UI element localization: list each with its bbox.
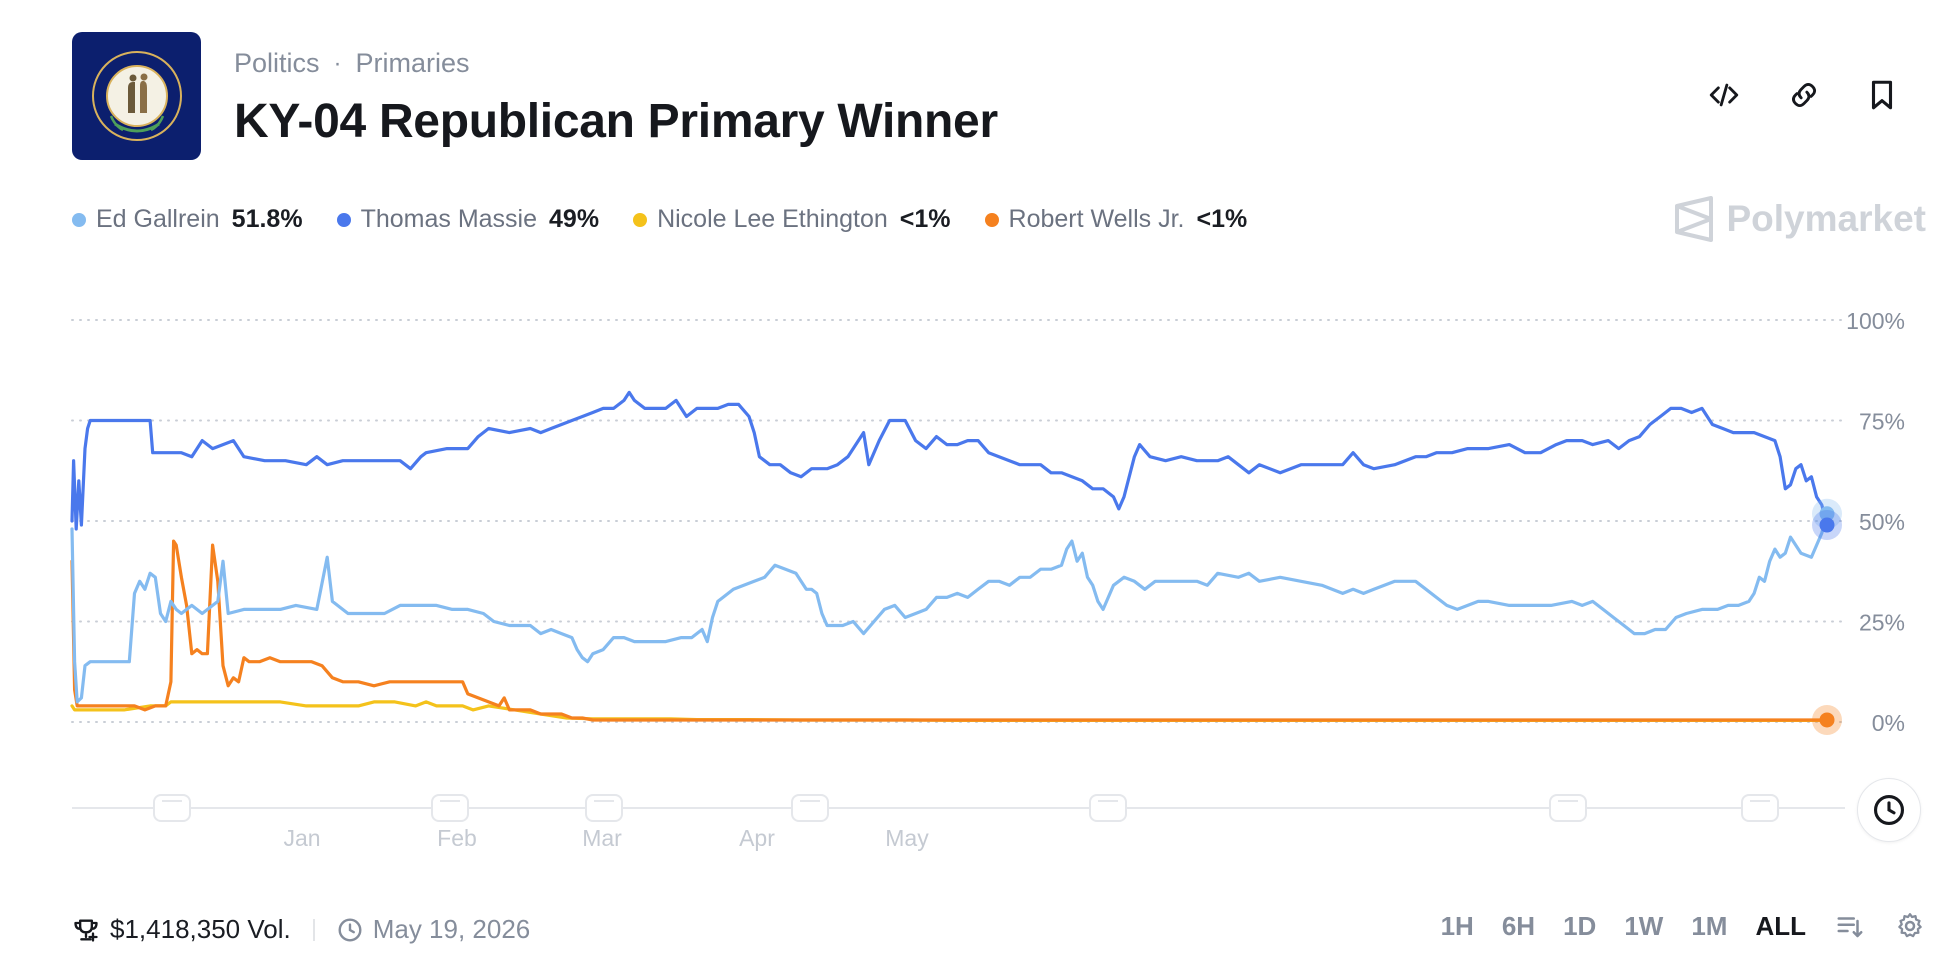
- series-line-nicole-lee-ethington: [70, 700, 1829, 722]
- event-marker: [1549, 794, 1587, 822]
- copy-link-button[interactable]: [1787, 78, 1827, 118]
- x-tick-label: Feb: [437, 825, 477, 851]
- end-date: May 19, 2026: [337, 914, 531, 945]
- history-button[interactable]: [1857, 778, 1921, 842]
- kentucky-seal-icon: [91, 51, 182, 141]
- legend-name: Nicole Lee Ethington: [657, 205, 888, 233]
- y-tick-label: 50%: [1859, 509, 1905, 535]
- breadcrumb-primaries[interactable]: Primaries: [355, 48, 470, 78]
- series-line-ed-gallrein: [70, 512, 1829, 704]
- polymarket-logo-icon: [1674, 196, 1713, 242]
- y-tick-label: 100%: [1846, 308, 1905, 334]
- polymarket-brand: Polymarket: [1673, 196, 1927, 242]
- end-date-value: May 19, 2026: [372, 914, 531, 944]
- page-title: KY-04 Republican Primary Winner: [234, 95, 998, 148]
- settings-button[interactable]: [1894, 910, 1926, 942]
- y-tick-label: 75%: [1859, 409, 1905, 435]
- range-6h[interactable]: 6H: [1501, 910, 1536, 941]
- embed-code-icon: [1709, 83, 1739, 107]
- series-end-point: [1819, 712, 1835, 728]
- series-end-point: [1819, 506, 1835, 522]
- legend-item-thomas-massie[interactable]: Thomas Massie 49%: [336, 205, 600, 234]
- legend-value: 49%: [549, 205, 600, 233]
- legend-swatch: [633, 212, 648, 227]
- legend-name: Ed Gallrein: [96, 205, 220, 233]
- event-marker: [585, 794, 623, 822]
- event-marker: [1089, 794, 1127, 822]
- x-tick-label: Apr: [739, 825, 775, 851]
- trophy-icon: [74, 919, 98, 942]
- x-tick-label: May: [885, 825, 929, 851]
- footer-divider: [312, 918, 315, 941]
- event-marker: [153, 794, 191, 822]
- legend-item-nicole-lee-ethington[interactable]: Nicole Lee Ethington <1%: [633, 205, 951, 234]
- clock-icon: [338, 918, 362, 941]
- breadcrumb: Politics · Primaries: [234, 48, 470, 79]
- breadcrumb-separator: ·: [333, 49, 342, 77]
- bookmark-icon: [1871, 80, 1893, 110]
- event-marker: [431, 794, 469, 822]
- clock-icon: [1873, 794, 1905, 826]
- volume: $1,418,350 Vol.: [72, 914, 291, 945]
- range-1d[interactable]: 1D: [1563, 910, 1597, 941]
- bookmark-button[interactable]: [1867, 78, 1907, 118]
- series-end-point: [1819, 517, 1835, 533]
- range-1m[interactable]: 1M: [1691, 910, 1728, 941]
- volume-value: $1,418,350 Vol.: [110, 914, 291, 944]
- x-tick-label: Mar: [582, 825, 622, 851]
- market-footer: $1,418,350 Vol. May 19, 2026: [72, 914, 530, 945]
- legend-item-robert-wells-jr[interactable]: Robert Wells Jr. <1%: [984, 205, 1248, 234]
- y-tick-label: 0%: [1872, 710, 1905, 736]
- range-1h[interactable]: 1H: [1440, 910, 1474, 941]
- legend-value: <1%: [899, 205, 951, 233]
- legend-item-ed-gallrein[interactable]: Ed Gallrein 51.8%: [72, 205, 303, 234]
- legend-swatch: [984, 212, 999, 227]
- time-range-selector: 1H 6H 1D 1W 1M ALL: [1441, 910, 1926, 942]
- legend-name: Robert Wells Jr.: [1008, 205, 1185, 233]
- market-logo: [72, 32, 201, 160]
- legend-swatch: [336, 212, 351, 227]
- legend-swatch: [72, 212, 86, 227]
- range-1w[interactable]: 1W: [1624, 910, 1664, 941]
- y-tick-label: 25%: [1859, 610, 1905, 636]
- gear-icon: [1898, 913, 1922, 938]
- legend-value: 51.8%: [231, 205, 303, 233]
- chart-legend: Ed Gallrein 51.8% Thomas Massie 49% Nico…: [72, 205, 1247, 234]
- brand-name: Polymarket: [1726, 198, 1927, 239]
- link-icon: [1791, 82, 1817, 108]
- legend-value: <1%: [1196, 205, 1248, 233]
- series-line-robert-wells-jr-: [70, 539, 1829, 722]
- event-marker: [1741, 794, 1779, 822]
- series-line-thomas-massie: [70, 390, 1829, 531]
- x-tick-label: Jan: [283, 825, 320, 851]
- breadcrumb-politics[interactable]: Politics: [234, 48, 320, 78]
- sort-button[interactable]: [1834, 910, 1866, 942]
- event-marker: [791, 794, 829, 822]
- legend-name: Thomas Massie: [360, 205, 538, 233]
- sort-list-icon: [1837, 917, 1863, 938]
- range-all[interactable]: ALL: [1755, 910, 1806, 941]
- embed-code-button[interactable]: [1707, 78, 1747, 118]
